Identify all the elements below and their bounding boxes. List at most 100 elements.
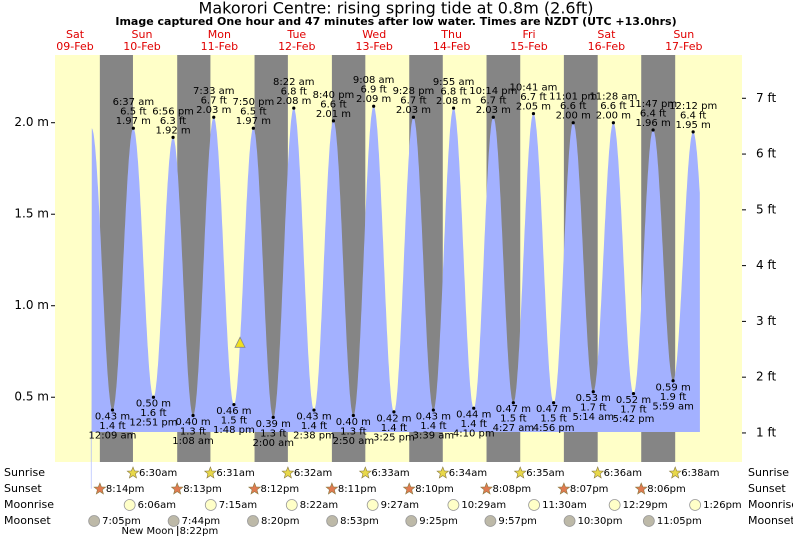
moonrise-time: 10:29am bbox=[461, 500, 506, 511]
day-date: 13-Feb bbox=[355, 40, 392, 53]
tide-point bbox=[651, 128, 655, 132]
tide-label: 11:28 am bbox=[589, 92, 637, 103]
tide-label: 1.96 m bbox=[636, 118, 671, 129]
moonset-icon bbox=[484, 515, 497, 527]
moonset-time: 9:25pm bbox=[419, 516, 458, 527]
tide-label: 5:14 am bbox=[573, 412, 615, 423]
tide-label: 7:33 am bbox=[193, 86, 235, 97]
moonrise-icon bbox=[204, 499, 217, 511]
moonrise-time: 6:06am bbox=[138, 500, 176, 511]
y-tick-label: 2.0 m bbox=[14, 115, 49, 129]
tide-point bbox=[392, 410, 396, 414]
sunrise-time: 6:35am bbox=[526, 468, 564, 479]
row-label: Sunset bbox=[4, 482, 42, 495]
tide-label: 5:59 am bbox=[652, 401, 694, 412]
tide-label: 0.43 m bbox=[416, 412, 451, 423]
moonset-time: 8:20pm bbox=[261, 516, 300, 527]
tide-label: 1:48 pm bbox=[213, 425, 255, 436]
tide-point bbox=[372, 104, 376, 108]
tide-label: 1.4 ft bbox=[461, 419, 487, 430]
row-label: Moonset bbox=[748, 514, 793, 527]
day-date: 10-Feb bbox=[123, 40, 160, 53]
tide-point bbox=[131, 126, 135, 130]
sunset-icon bbox=[480, 482, 493, 495]
tide-point bbox=[552, 401, 556, 405]
tide-point bbox=[472, 406, 476, 410]
moonset-icon bbox=[642, 515, 655, 527]
sunrise-icon bbox=[358, 466, 372, 479]
sunset-icon bbox=[634, 482, 648, 495]
tide-label: 2.00 m bbox=[596, 111, 631, 122]
day-date: 16-Feb bbox=[588, 40, 625, 53]
moonset-icon bbox=[563, 515, 576, 527]
tide-label: 1.7 ft bbox=[620, 405, 646, 416]
tide-point bbox=[191, 413, 195, 418]
tide-label: 10:14 pm bbox=[469, 86, 517, 97]
moonset-time: 7:44pm bbox=[182, 516, 221, 527]
tide-point bbox=[212, 115, 216, 119]
sunset-icon bbox=[170, 482, 184, 495]
tide-label: 12:12 pm bbox=[669, 101, 717, 112]
sunrise-icon bbox=[513, 466, 527, 479]
tide-label: 6.4 ft bbox=[640, 109, 666, 120]
sunrise-icon bbox=[203, 466, 217, 479]
day-date: 12-Feb bbox=[278, 40, 315, 53]
tide-point bbox=[451, 106, 456, 110]
tide-label: 2.03 m bbox=[196, 105, 231, 116]
tide-label: 1.3 ft bbox=[340, 427, 366, 438]
moonrise-time: 1:26pm bbox=[703, 500, 742, 511]
tide-label: 0.47 m bbox=[536, 404, 571, 415]
tide-label: 0.42 m bbox=[376, 413, 411, 424]
tide-label: 9:55 am bbox=[433, 77, 475, 88]
sunset-time: 8:11pm bbox=[338, 484, 377, 495]
tide-label: 8:40 pm bbox=[313, 90, 355, 101]
tide-label: 6.7 ft bbox=[400, 96, 426, 107]
sunset-icon bbox=[93, 482, 107, 495]
tide-label: 1:08 am bbox=[172, 436, 214, 447]
day-date: 17-Feb bbox=[665, 40, 702, 53]
tide-label: 6.8 ft bbox=[281, 87, 307, 98]
tide-label: 1.92 m bbox=[155, 125, 190, 136]
sunset-time: 8:06pm bbox=[647, 484, 686, 495]
y-tick-label: 0.5 m bbox=[14, 390, 49, 404]
moonrise-icon bbox=[285, 499, 298, 511]
tide-label: 0.59 m bbox=[656, 382, 691, 393]
day-date: 09-Feb bbox=[56, 40, 93, 53]
day-name: Thu bbox=[440, 28, 462, 41]
now-marker bbox=[234, 336, 246, 348]
chart-subtitle: Image captured One hour and 47 minutes a… bbox=[115, 15, 676, 28]
tide-label: 1.4 ft bbox=[420, 421, 446, 432]
sunset-time: 8:07pm bbox=[570, 484, 609, 495]
tide-label: 1.4 ft bbox=[99, 421, 125, 432]
row-label: Moonrise bbox=[748, 498, 793, 511]
tide-label: 1.3 ft bbox=[260, 428, 286, 439]
sunset-icon bbox=[248, 482, 262, 495]
moonset-time: 7:05pm bbox=[102, 516, 141, 527]
tide-point bbox=[331, 119, 336, 123]
day-date: 11-Feb bbox=[201, 40, 238, 53]
tide-label: 6:37 am bbox=[113, 97, 155, 108]
tide-label: 4:56 pm bbox=[533, 423, 575, 434]
tide-label: 2:50 am bbox=[333, 436, 375, 447]
tide-label: 3:39 am bbox=[413, 431, 455, 442]
tide-label: 6.3 ft bbox=[160, 116, 186, 127]
moonrise-time: 8:22am bbox=[300, 500, 338, 511]
moonrise-icon bbox=[608, 499, 621, 511]
tide-label: 6.7 ft bbox=[480, 96, 506, 107]
tide-label: 8:22 am bbox=[273, 77, 315, 88]
tide-label: 0.43 m bbox=[296, 412, 331, 423]
tide-label: 6.7 ft bbox=[201, 96, 227, 107]
tide-label: 0.47 m bbox=[496, 404, 531, 415]
tide-label: 6.5 ft bbox=[240, 107, 266, 118]
tide-point bbox=[251, 126, 255, 130]
tide-label: 0.43 m bbox=[95, 412, 130, 423]
sunrise-time: 6:38am bbox=[681, 468, 719, 479]
moonrise-time: 7:15am bbox=[219, 500, 257, 511]
moonset-time: 10:30pm bbox=[578, 516, 623, 527]
y-tick-label: 1.0 m bbox=[14, 298, 49, 312]
tide-label: 7:50 pm bbox=[232, 97, 274, 108]
moonrise-time: 12:29pm bbox=[623, 500, 668, 511]
sunrise-icon bbox=[591, 466, 605, 479]
sunset-icon bbox=[402, 482, 416, 495]
